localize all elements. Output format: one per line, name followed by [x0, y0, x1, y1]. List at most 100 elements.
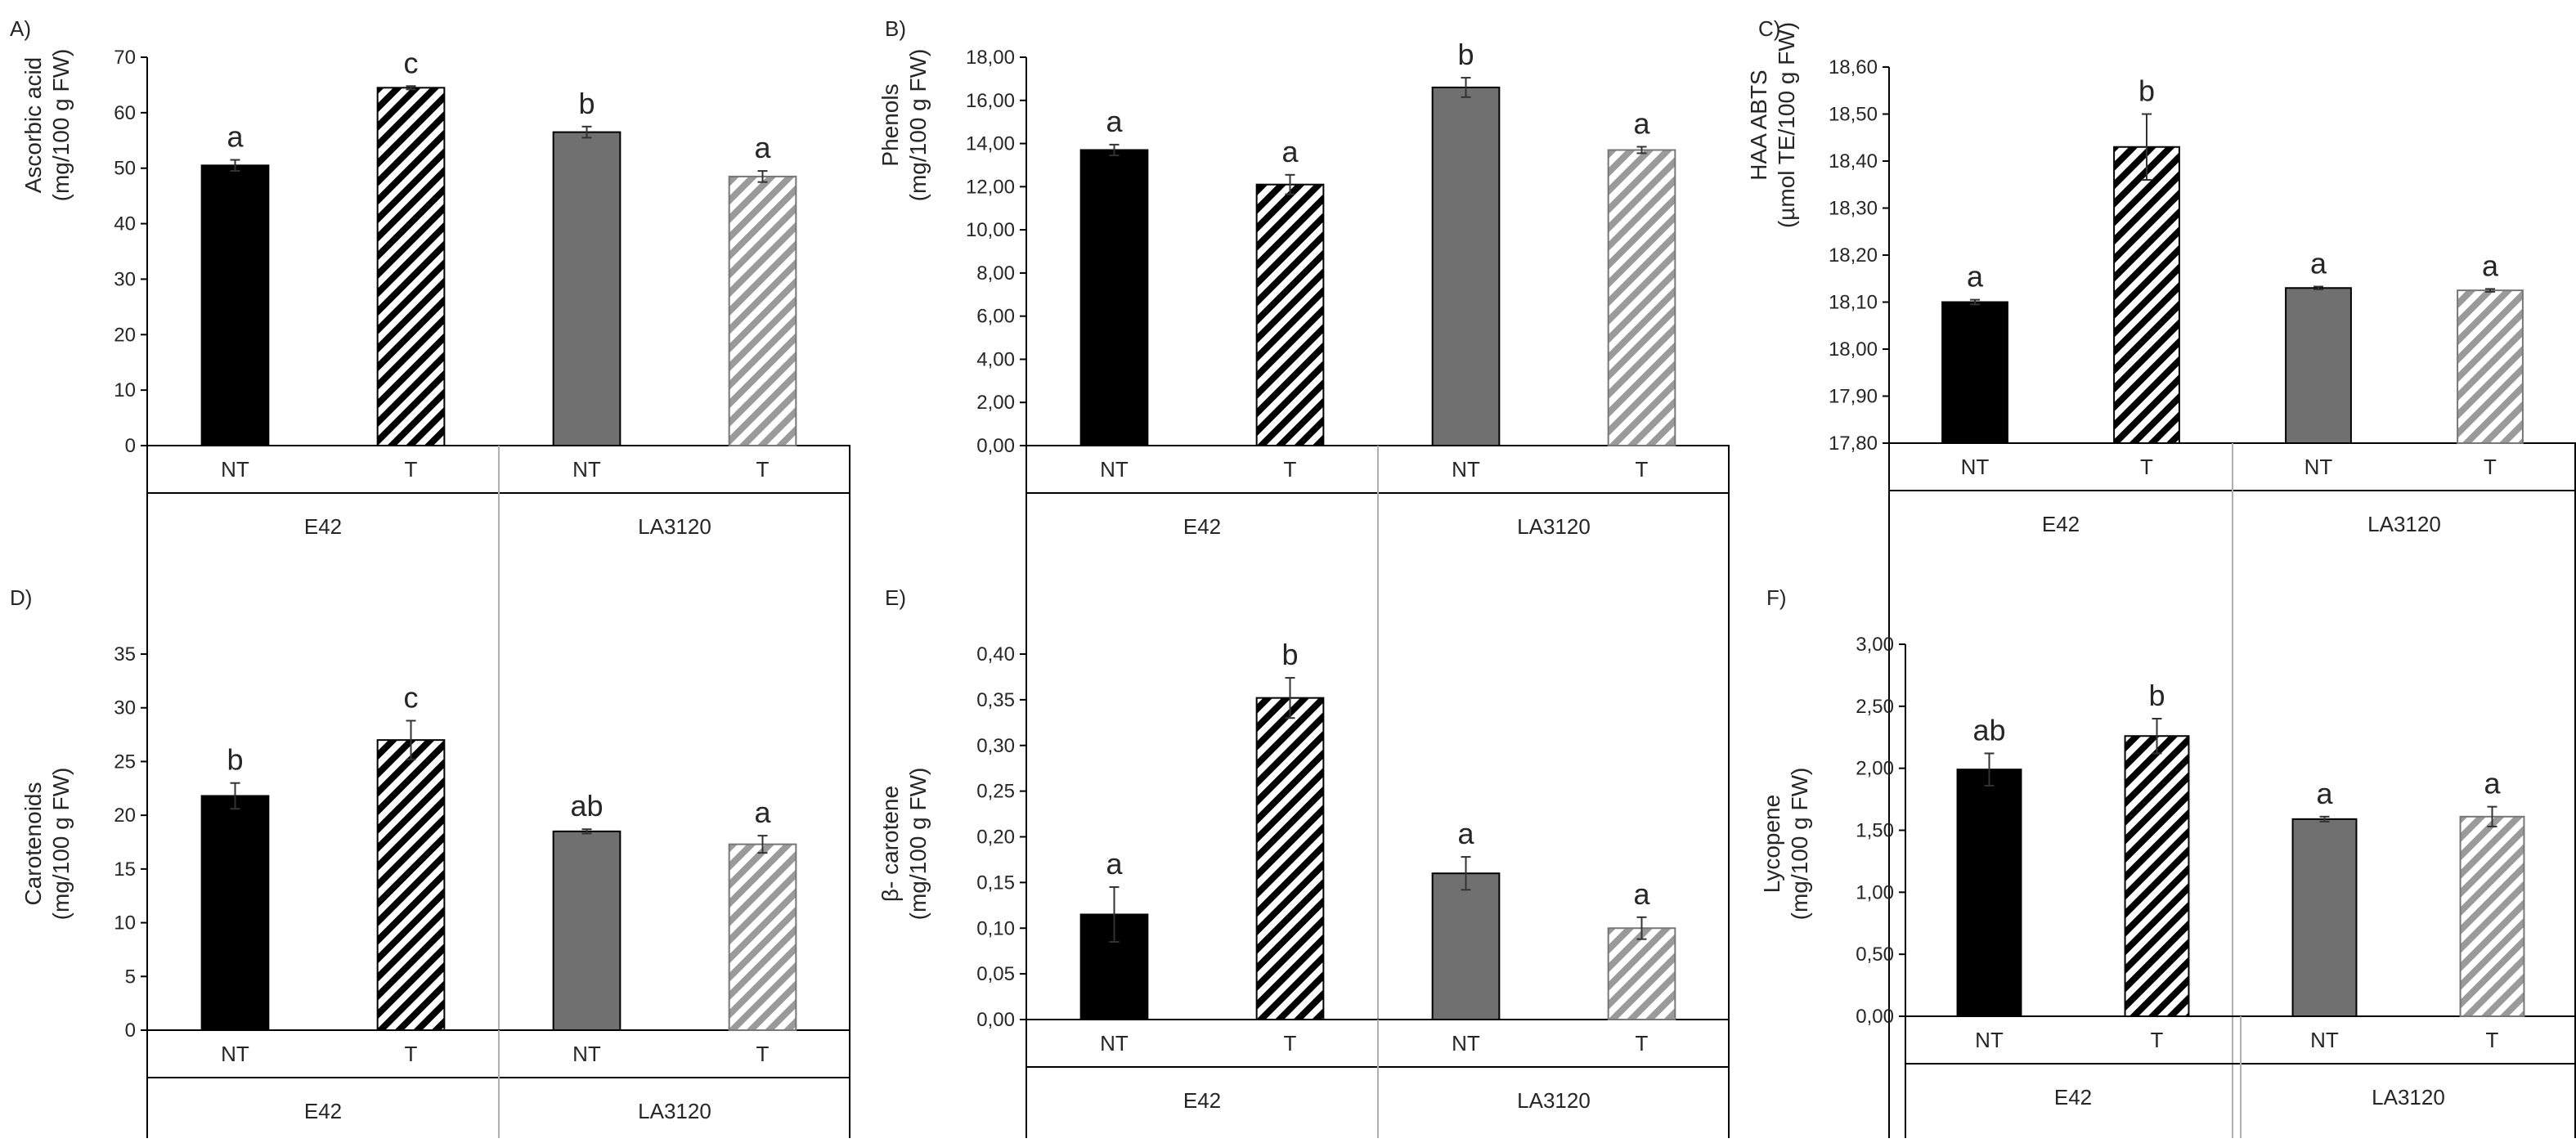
bar-t-e42: [1255, 183, 1325, 446]
category-label: T: [756, 457, 770, 482]
panel-label: B): [885, 16, 906, 41]
significance-letter: b: [227, 743, 243, 777]
significance-letter: c: [404, 680, 419, 714]
significance-letter: a: [1106, 105, 1123, 138]
y-tick-label: 20: [114, 324, 136, 346]
bar-t-e42: [2124, 735, 2190, 1017]
y-tick-label: 0,15: [976, 872, 1015, 894]
y-tick-label: 0,30: [976, 735, 1015, 757]
bar-nt-e42: [1079, 149, 1149, 446]
y-tick-label: 0: [125, 1020, 136, 1042]
significance-letter: c: [404, 46, 419, 79]
significance-letter: a: [2316, 777, 2333, 810]
y-tick-label: 18,10: [1829, 292, 1878, 314]
bar-t-e42: [376, 87, 446, 446]
y-tick-label: 0,25: [976, 781, 1015, 803]
panel-f-lycopene: F) Lycopene (mg/100 g FW) 0,00 0,50 1,00 1,…: [1759, 585, 2576, 1138]
category-label: NT: [221, 1042, 249, 1066]
significance-letter: b: [2148, 679, 2165, 712]
bar-nt-la3120: [552, 131, 622, 446]
category-label: NT: [1100, 457, 1129, 482]
category-label: NT: [572, 457, 601, 482]
category-label: NT: [1100, 1031, 1129, 1056]
y-tick-label: 1,00: [1856, 881, 1894, 903]
group-label: LA3120: [1517, 514, 1591, 539]
bar-nt-la3120: [1431, 86, 1501, 446]
y-axis-title-line-2: (mg/100 g FW): [905, 49, 931, 202]
group-label: E42: [304, 1099, 342, 1123]
y-tick-label: 0,50: [1856, 944, 1894, 966]
bar-nt-la3120: [552, 830, 622, 1031]
y-tick-label: 10,00: [966, 219, 1015, 241]
y-tick-label: 0,00: [976, 1009, 1015, 1031]
bar-t-la3120: [2459, 815, 2525, 1017]
y-axis-title-line-1: Phenols: [877, 83, 903, 166]
y-tick-label: 20: [114, 805, 136, 827]
y-axis-title-line-2: (mg/100 g FW): [48, 49, 74, 202]
group-label: E42: [1183, 514, 1221, 539]
category-label: T: [405, 1042, 418, 1066]
panel-d-carotenoids: D) Carotenoids (mg/100 g FW) 0 5 10 15 20 25 3…: [10, 585, 850, 1138]
significance-letter: a: [2484, 767, 2501, 800]
y-tick-label: 10: [114, 912, 136, 935]
y-tick-label: 50: [114, 158, 136, 180]
bar-t-e42: [2113, 146, 2180, 444]
y-tick-label: 2,00: [1856, 758, 1894, 780]
group-label: LA3120: [638, 1099, 711, 1123]
panel-label: A): [10, 16, 31, 41]
category-label: NT: [1452, 457, 1480, 482]
significance-letter: a: [1633, 107, 1650, 141]
significance-letter: b: [1457, 38, 1474, 71]
significance-letter: a: [2482, 249, 2499, 282]
panel-label: F): [1766, 585, 1787, 610]
y-tick-label: 30: [114, 268, 136, 290]
y-tick-label: 0,10: [976, 917, 1015, 939]
significance-letter: b: [578, 87, 595, 120]
y-tick-label: 18,20: [1829, 244, 1878, 267]
category-label: NT: [221, 457, 249, 482]
y-tick-label: 2,00: [976, 392, 1015, 414]
y-tick-label: 14,00: [966, 133, 1015, 155]
group-label: LA3120: [2367, 512, 2441, 536]
significance-letter: a: [1967, 260, 1984, 294]
bar-nt-e42: [200, 795, 270, 1031]
category-label: T: [2151, 1028, 2164, 1052]
significance-letter: b: [2138, 74, 2155, 108]
y-tick-label: 18,50: [1829, 104, 1878, 126]
significance-letter: a: [1457, 817, 1474, 850]
y-tick-label: 0,05: [976, 963, 1015, 985]
significance-letter: b: [1281, 638, 1298, 671]
y-tick-label: 18,60: [1829, 56, 1878, 78]
bar-nt-la3120: [2291, 818, 2358, 1017]
y-tick-label: 18,40: [1829, 150, 1878, 173]
y-tick-label: 18,30: [1829, 198, 1878, 220]
y-tick-label: 6,00: [976, 306, 1015, 328]
y-tick-label: 4,00: [976, 348, 1015, 370]
category-label: T: [1636, 1031, 1649, 1056]
y-tick-label: 0,40: [976, 643, 1015, 666]
y-tick-label: 0,35: [976, 689, 1015, 711]
significance-letter: a: [1106, 847, 1123, 881]
y-axis-title-line-1: HAA ABTS: [1746, 69, 1771, 180]
bar-nt-e42: [200, 164, 270, 446]
bar-t-la3120: [1607, 927, 1676, 1020]
category-label: NT: [2310, 1028, 2339, 1052]
y-axis-title-line-2: (mg/100 g FW): [1787, 768, 1812, 921]
bar-t-e42: [376, 739, 446, 1032]
bar-nt-la3120: [1431, 872, 1501, 1020]
y-tick-label: 35: [114, 643, 136, 666]
y-tick-label: 12,00: [966, 176, 1015, 198]
y-tick-label: 70: [114, 47, 136, 69]
category-label: T: [2484, 455, 2497, 479]
group-label: E42: [304, 514, 342, 539]
category-label: T: [1284, 1031, 1297, 1056]
y-tick-label: 3,00: [1856, 634, 1894, 656]
panel-a-ascorbic-acid: A) Ascorbic acid (mg/100 g FW) 0 10 20 30 40…: [10, 16, 850, 1138]
y-tick-label: 40: [114, 213, 136, 235]
y-tick-label: 0,20: [976, 827, 1015, 849]
category-label: NT: [1961, 455, 1990, 479]
y-tick-label: 15: [114, 858, 136, 881]
y-axis-title-line-1: Ascorbic acid: [20, 57, 46, 194]
y-axis-title-line-2: (mg/100 g FW): [48, 768, 74, 921]
group-label: LA3120: [2372, 1085, 2445, 1109]
